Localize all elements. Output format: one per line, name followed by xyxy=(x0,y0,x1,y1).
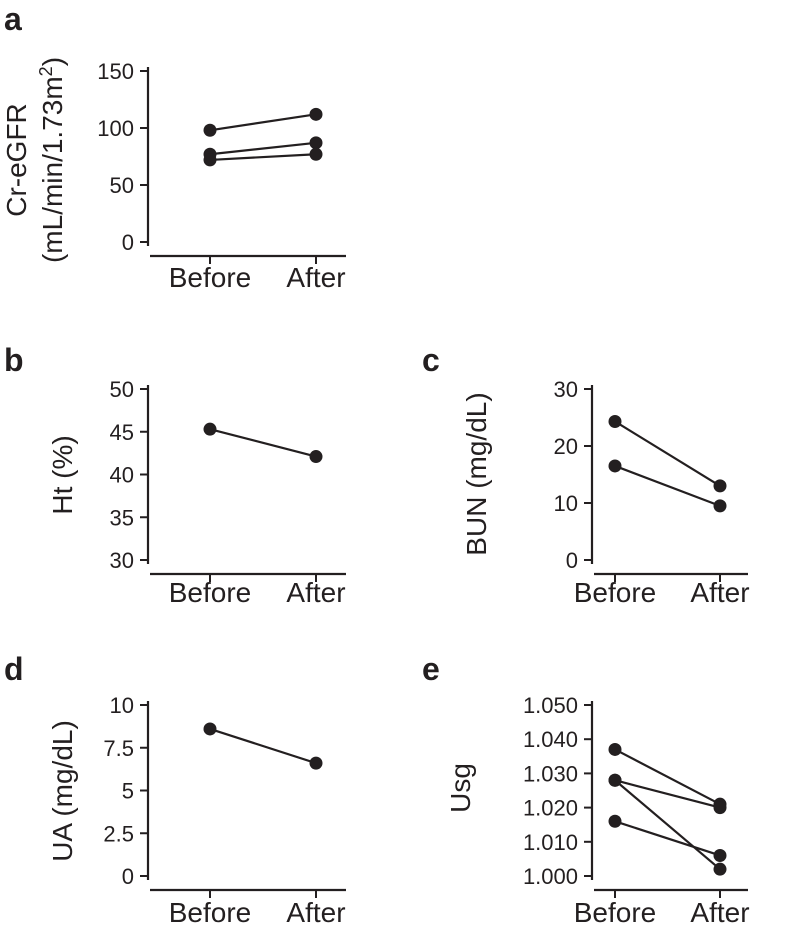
data-point-4-after xyxy=(713,848,727,862)
data-point-3-after xyxy=(309,147,323,161)
panel-e: e 1.000 1.010 1.020 1.030 1.040 1.050 Before Aft… xyxy=(422,651,750,928)
x-category-label-before: Before xyxy=(574,897,657,928)
y-tick-label-0: 0 xyxy=(566,548,578,573)
series-line-3 xyxy=(209,153,317,162)
panel-label-d: d xyxy=(4,651,24,687)
data-point-1-after xyxy=(309,756,323,770)
y-tick-label-1: 50 xyxy=(110,173,134,198)
series-line-1 xyxy=(209,428,317,458)
series-line-1 xyxy=(614,420,721,487)
y-tick-label-2: 100 xyxy=(97,116,134,141)
y-tick-label-0: 30 xyxy=(110,548,134,573)
data-point-1-after xyxy=(713,479,727,493)
data-point-1-before xyxy=(203,722,217,736)
y-tick-label-3: 7.5 xyxy=(103,736,134,761)
y-axis-title-line-1: Cr-eGFR xyxy=(1,103,32,217)
y-axis-title-unit: (mL/min/1.73m xyxy=(37,76,68,263)
x-category-label-before: Before xyxy=(169,262,252,293)
series-line-1 xyxy=(209,113,317,132)
y-tick-label-1: 1.010 xyxy=(523,830,578,855)
x-category-label-before: Before xyxy=(169,897,252,928)
y-tick-label-1: 35 xyxy=(110,505,134,530)
y-tick-label-4: 1.040 xyxy=(523,727,578,752)
y-axis-title-close: ) xyxy=(37,57,68,66)
y-axis-title: Usg xyxy=(445,763,476,813)
panel-label-c: c xyxy=(422,342,440,378)
y-tick-label-2: 20 xyxy=(554,434,578,459)
data-point-1-after xyxy=(309,107,323,121)
data-point-1-before xyxy=(608,742,622,756)
data-point-3-before xyxy=(608,773,622,787)
y-tick-label-3: 30 xyxy=(554,377,578,402)
panel-b: b 30 35 40 45 50 Before After Ht (%) xyxy=(4,342,346,608)
y-tick-label-4: 50 xyxy=(110,377,134,402)
y-tick-label-1: 10 xyxy=(554,491,578,516)
y-tick-label-3: 45 xyxy=(110,420,134,445)
panel-c: c 0 10 20 30 Before After BUN (mg/dL) xyxy=(422,342,750,608)
x-category-label-before: Before xyxy=(574,577,657,608)
y-axis-title-superscript: 2 xyxy=(36,66,56,76)
x-category-label-before: Before xyxy=(169,577,252,608)
y-tick-label-0: 0 xyxy=(122,230,134,255)
y-tick-label-0: 0 xyxy=(122,864,134,889)
data-point-1-before xyxy=(203,123,217,137)
panel-label-e: e xyxy=(422,651,440,687)
y-tick-label-3: 150 xyxy=(97,59,134,84)
data-point-2-after xyxy=(713,499,727,513)
y-axis-title: BUN (mg/dL) xyxy=(461,392,492,555)
data-point-1-before xyxy=(608,414,622,428)
data-point-3-after xyxy=(713,862,727,876)
x-category-label-after: After xyxy=(690,897,749,928)
y-axis-title: Ht (%) xyxy=(47,435,78,514)
y-tick-label-1: 2.5 xyxy=(103,821,134,846)
y-tick-label-3: 1.030 xyxy=(523,761,578,786)
x-category-label-after: After xyxy=(286,897,345,928)
x-category-label-after: After xyxy=(690,577,749,608)
y-axis-title: UA (mg/dL) xyxy=(47,720,78,862)
data-point-2-after xyxy=(309,136,323,150)
y-tick-label-0: 1.000 xyxy=(523,864,578,889)
data-point-4-before xyxy=(608,814,622,828)
y-axis-title-line-2: (mL/min/1.73m2) xyxy=(36,57,68,263)
y-tick-label-2: 5 xyxy=(122,779,134,804)
panel-a: a 0 50 100 150 Before After Cr-eGFR (mL/min/1.73… xyxy=(1,1,346,293)
data-point-1-before xyxy=(203,422,217,436)
data-point-2-after xyxy=(713,801,727,815)
panel-label-a: a xyxy=(4,1,22,37)
panel-label-b: b xyxy=(4,342,24,378)
series-line-2 xyxy=(209,141,317,156)
y-tick-label-2: 40 xyxy=(110,463,134,488)
x-category-label-after: After xyxy=(286,262,345,293)
series-line-2 xyxy=(614,464,721,507)
data-point-2-before xyxy=(608,459,622,473)
series-line-2 xyxy=(614,779,721,809)
data-point-3-before xyxy=(203,153,217,167)
y-tick-label-5: 1.050 xyxy=(523,693,578,718)
series-line-1 xyxy=(209,727,317,765)
data-point-1-after xyxy=(309,450,323,464)
panel-d: d 0 2.5 5 7.5 10 Before After UA (mg/dL) xyxy=(4,651,346,928)
y-tick-label-4: 10 xyxy=(110,693,134,718)
series-line-3 xyxy=(614,779,721,870)
x-category-label-after: After xyxy=(286,577,345,608)
series-line-4 xyxy=(614,820,721,857)
series-line-1 xyxy=(614,748,721,806)
y-tick-label-2: 1.020 xyxy=(523,796,578,821)
